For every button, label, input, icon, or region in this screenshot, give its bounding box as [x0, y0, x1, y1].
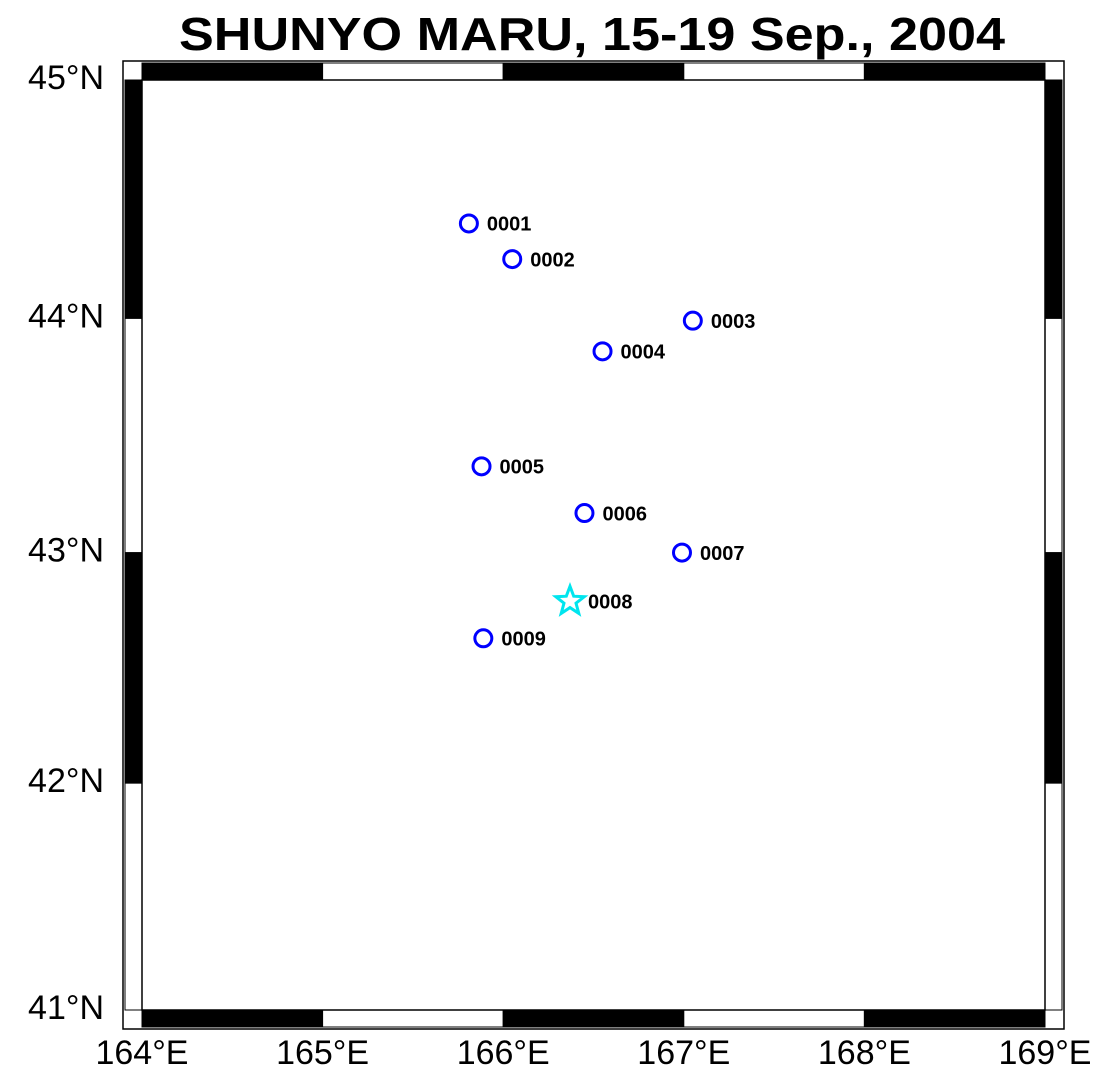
frame-band	[124, 79, 143, 319]
frame-band	[683, 62, 865, 81]
station-label: 0002	[530, 249, 575, 271]
station	[471, 456, 492, 477]
frame-band	[124, 782, 143, 1011]
x-tick-label: 165°E	[276, 1034, 369, 1072]
frame-band	[141, 62, 324, 81]
frame-band	[124, 552, 143, 784]
frame-band	[141, 1009, 324, 1028]
x-tick-label: 164°E	[95, 1034, 188, 1072]
x-tick-label: 167°E	[637, 1034, 730, 1072]
frame-band	[502, 1009, 685, 1028]
station-label: 0006	[602, 503, 647, 525]
station-label: 0008	[588, 592, 633, 614]
frame-band	[1044, 782, 1063, 1011]
frame-inner	[141, 79, 1046, 1011]
frame-band	[1044, 79, 1063, 319]
y-tick-label: 45°N	[28, 59, 104, 97]
y-tick-label: 42°N	[28, 762, 104, 800]
frame-band	[322, 62, 504, 81]
station	[473, 628, 494, 649]
station	[574, 503, 595, 524]
map-title: SHUNYO MARU, 15-19 Sep., 2004	[179, 8, 1005, 60]
station	[592, 341, 613, 362]
frame-band	[1044, 552, 1063, 784]
station	[671, 542, 692, 563]
station	[502, 249, 523, 270]
frame-band	[1044, 317, 1063, 554]
frame-outer	[122, 60, 1065, 1030]
frame-band	[863, 62, 1046, 81]
frame-band	[863, 1009, 1046, 1028]
station-label: 0009	[501, 629, 545, 651]
x-tick-label: 166°E	[457, 1034, 550, 1072]
station-label: 0007	[700, 543, 745, 565]
frame-band	[322, 1009, 504, 1028]
station-label: 0001	[487, 214, 532, 236]
frame-band	[124, 317, 143, 554]
station	[458, 213, 479, 234]
frame-band	[502, 62, 685, 81]
frame-band	[683, 1009, 865, 1028]
station-star	[551, 582, 589, 617]
y-tick-label: 44°N	[28, 297, 104, 335]
station-label: 0005	[500, 457, 545, 479]
station-label: 0003	[711, 311, 756, 333]
station	[682, 310, 703, 331]
station-label: 0004	[621, 342, 666, 364]
x-tick-label: 169°E	[998, 1034, 1091, 1072]
x-tick-label: 168°E	[818, 1034, 911, 1072]
y-tick-label: 43°N	[28, 532, 104, 570]
y-tick-label: 41°N	[28, 989, 104, 1027]
